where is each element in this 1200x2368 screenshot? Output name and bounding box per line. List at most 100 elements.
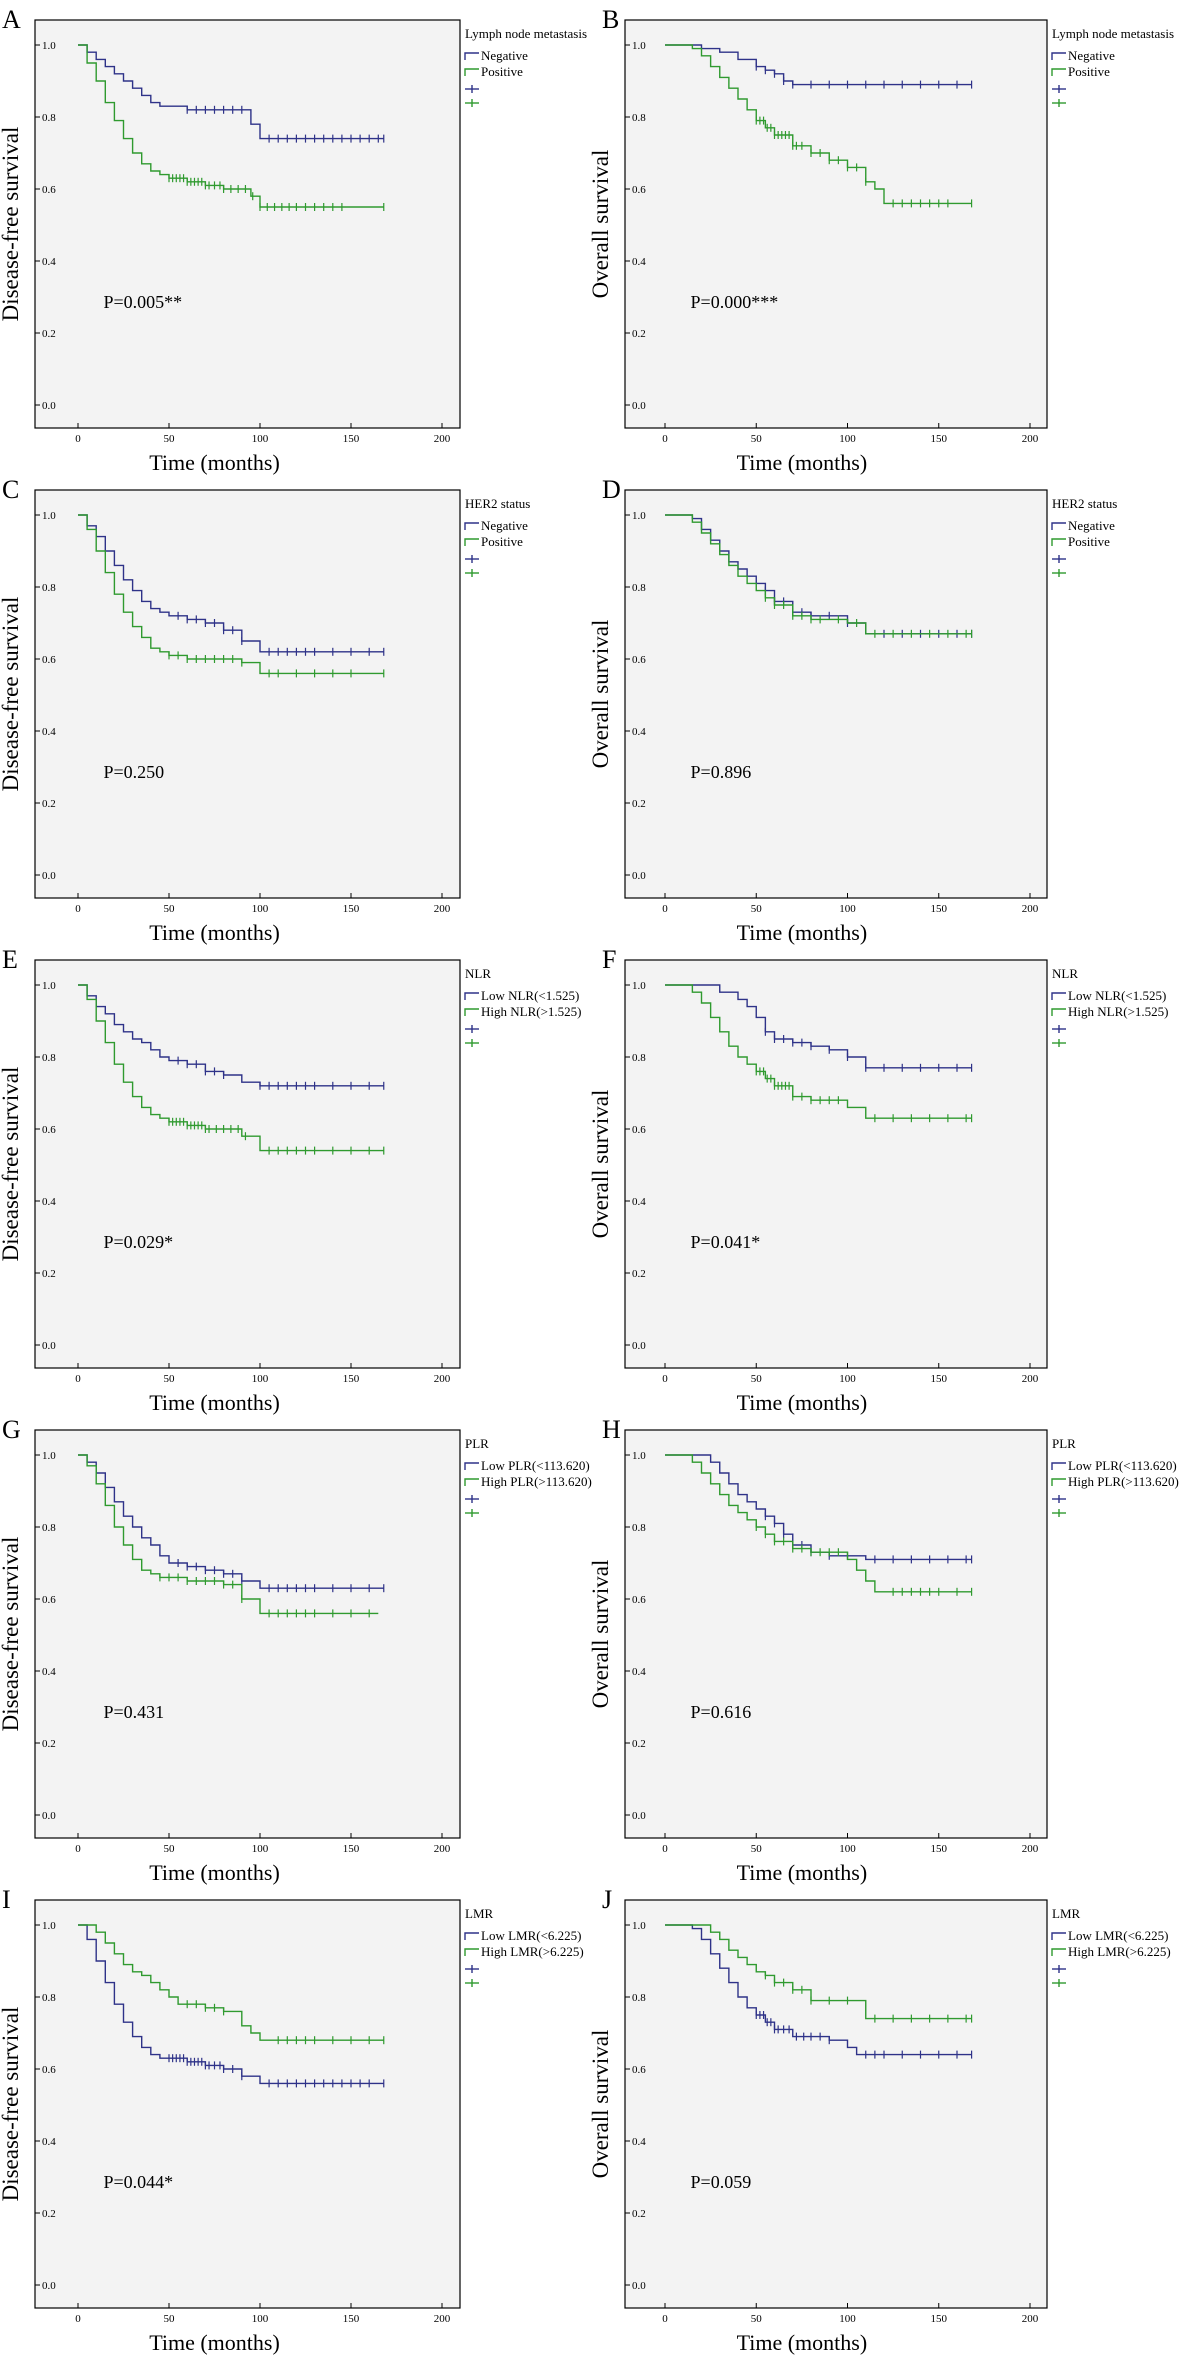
p-value-label: P=0.044*: [103, 2172, 173, 2192]
legend-label: High PLR(>113.620): [1068, 1474, 1179, 1489]
x-tick-label: 50: [164, 903, 176, 915]
y-tick-label: 0.6: [632, 2064, 646, 2076]
legend-label: Low LMR(<6.225): [1068, 1928, 1169, 1943]
x-tick-label: 100: [839, 2313, 856, 2325]
panel-letter: C: [2, 475, 19, 504]
plot-frame: [624, 1429, 1048, 1839]
y-tick-label: 0.0: [42, 870, 56, 882]
panel-letter: I: [2, 1885, 11, 1914]
legend-line-symbol: [1051, 538, 1066, 546]
panel-letter: J: [602, 1885, 612, 1914]
y-tick-label: 0.8: [632, 1052, 646, 1064]
x-tick-label: 200: [434, 903, 451, 915]
x-tick-label: 50: [164, 1843, 176, 1855]
p-value-label: P=0.431: [103, 1702, 164, 1722]
legend-line-symbol: [1051, 68, 1066, 76]
y-tick-label: 0.4: [42, 726, 56, 738]
x-tick-label: 200: [434, 433, 451, 445]
km-panel-b: B Overall survival Time (months) 0.0 0.2 0.4 0…: [588, 5, 1174, 475]
legend-label: High LMR(>6.225): [1068, 1944, 1171, 1959]
y-tick-label: 0.0: [42, 2280, 56, 2292]
y-tick-label: 0.2: [632, 1268, 646, 1280]
y-tick-label: 1.0: [632, 1920, 646, 1932]
km-panel-f: F Overall survival Time (months) 0.0 0.2 0.4 0…: [588, 945, 1169, 1415]
y-tick-label: 0.4: [42, 1666, 56, 1678]
p-value-label: P=0.029*: [103, 1232, 173, 1252]
p-value-label: P=0.041*: [691, 1232, 761, 1252]
x-tick-label: 50: [164, 2313, 176, 2325]
y-tick-label: 0.4: [632, 1666, 646, 1678]
legend-label: Positive: [481, 534, 523, 549]
y-tick-label: 0.8: [42, 1522, 56, 1534]
y-tick-label: 1.0: [632, 1450, 646, 1462]
x-tick-label: 50: [751, 903, 763, 915]
legend-label: Low NLR(<1.525): [1068, 988, 1166, 1003]
survival-curve-series-2: [665, 514, 972, 635]
x-axis-label: Time (months): [737, 1860, 868, 1885]
y-tick-label: 0.2: [632, 328, 646, 340]
legend-line-symbol: [464, 68, 479, 76]
legend-line-symbol: [464, 538, 479, 546]
legend-line-symbol: [464, 1462, 479, 1470]
plot-frame: [34, 1429, 461, 1839]
y-tick-label: 0.2: [632, 798, 646, 810]
x-tick-label: 150: [931, 1843, 948, 1855]
legend-title: PLR: [1052, 1436, 1076, 1451]
legend-line-symbol: [1051, 1462, 1066, 1470]
x-tick-label: 100: [252, 1843, 269, 1855]
p-value-label: P=0.616: [691, 1702, 752, 1722]
plot-frame: [624, 1899, 1048, 2309]
x-tick-label: 100: [839, 433, 856, 445]
legend-label: Negative: [1068, 518, 1115, 533]
legend-line-symbol: [464, 992, 479, 1000]
km-panel-i: I Disease-free survival Time (months) 0.0 0.…: [0, 1885, 584, 2355]
survival-curve-series-1: [78, 44, 384, 140]
x-tick-label: 100: [839, 1843, 856, 1855]
p-value-label: P=0.250: [103, 762, 164, 782]
legend-label: Positive: [1068, 534, 1110, 549]
x-tick-label: 0: [75, 1843, 81, 1855]
y-tick-label: 0.6: [42, 1124, 56, 1136]
y-tick-label: 0.2: [42, 328, 56, 340]
x-axis-label: Time (months): [737, 450, 868, 475]
legend-line-symbol: [1051, 52, 1066, 60]
y-tick-label: 0.4: [42, 2136, 56, 2148]
x-tick-label: 0: [662, 1843, 668, 1855]
y-tick-label: 0.4: [42, 256, 56, 268]
y-tick-label: 0.8: [42, 1052, 56, 1064]
legend-line-symbol: [464, 1932, 479, 1940]
survival-curve-series-1: [665, 984, 972, 1069]
survival-curve-series-2: [78, 1924, 384, 2041]
y-tick-label: 0.8: [42, 1992, 56, 2004]
y-tick-label: 0.0: [632, 1340, 646, 1352]
x-tick-label: 100: [839, 903, 856, 915]
x-tick-label: 100: [839, 1373, 856, 1385]
legend-label: High PLR(>113.620): [481, 1474, 592, 1489]
x-axis-label: Time (months): [149, 2330, 280, 2355]
legend-line-symbol: [1051, 992, 1066, 1000]
y-axis-label: Disease-free survival: [0, 2007, 23, 2202]
y-tick-label: 0.2: [42, 1738, 56, 1750]
x-tick-label: 0: [75, 1373, 81, 1385]
y-tick-label: 0.2: [632, 1738, 646, 1750]
x-tick-label: 200: [434, 1843, 451, 1855]
legend-line-symbol: [464, 1008, 479, 1016]
legend-label: Low NLR(<1.525): [481, 988, 579, 1003]
legend-line-symbol: [1051, 1008, 1066, 1016]
x-tick-label: 0: [75, 2313, 81, 2325]
p-value-label: P=0.005**: [103, 292, 182, 312]
legend-title: Lymph node metastasis: [1052, 26, 1174, 41]
y-tick-label: 0.6: [632, 654, 646, 666]
km-panel-c: C Disease-free survival Time (months) 0.0 0.…: [0, 475, 530, 945]
survival-curve-series-2: [78, 44, 384, 208]
y-tick-label: 1.0: [42, 1920, 56, 1932]
panel-letter: G: [2, 1415, 21, 1444]
y-tick-label: 1.0: [42, 510, 56, 522]
x-tick-label: 150: [931, 1373, 948, 1385]
legend-line-symbol: [1051, 1478, 1066, 1486]
x-axis-label: Time (months): [149, 1390, 280, 1415]
p-value-label: P=0.896: [691, 762, 752, 782]
x-tick-label: 200: [1022, 433, 1039, 445]
legend-label: Low LMR(<6.225): [481, 1928, 582, 1943]
y-tick-label: 0.6: [42, 2064, 56, 2076]
